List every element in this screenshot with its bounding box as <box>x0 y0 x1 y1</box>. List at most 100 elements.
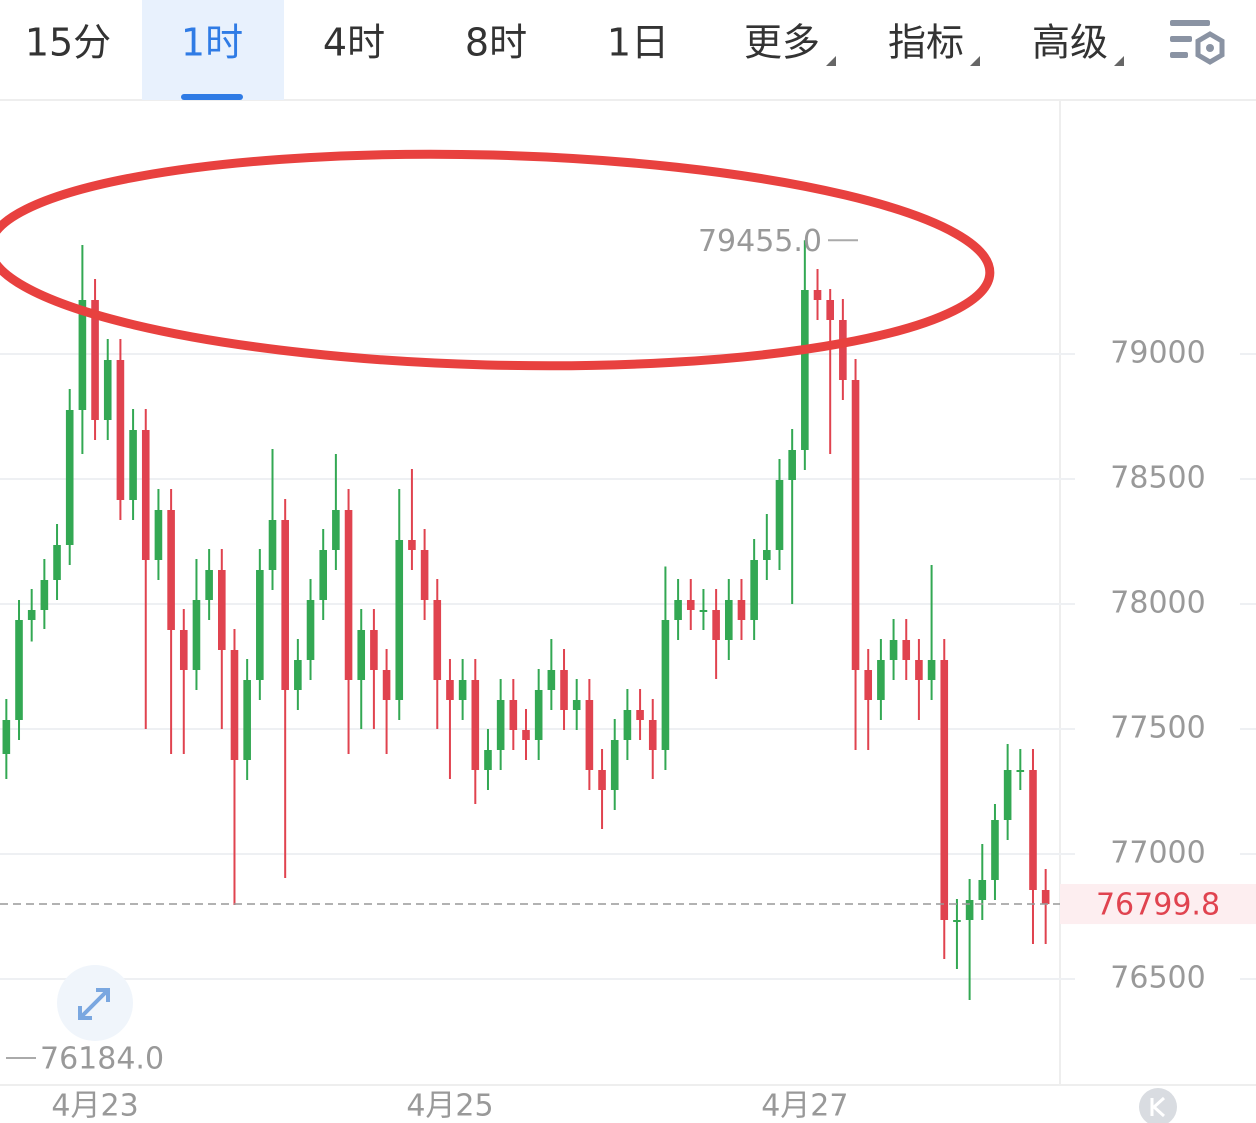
candle-body <box>889 640 898 660</box>
candle-body <box>53 545 61 580</box>
candle-body <box>737 600 746 620</box>
candle-body <box>1016 770 1025 772</box>
last-price-bg <box>1060 884 1256 925</box>
icon-bar <box>1170 36 1192 42</box>
candle-body <box>319 550 328 600</box>
tab[interactable]: 1日 <box>607 21 669 65</box>
candle-body <box>610 740 619 790</box>
candle-body <box>1041 890 1050 905</box>
y-tick-label: 79000 <box>1110 336 1205 371</box>
last-price-label: 76799.8 <box>1096 888 1220 923</box>
tab[interactable]: 1时 <box>181 21 243 65</box>
tab[interactable]: 8时 <box>465 21 527 65</box>
settings-icon[interactable] <box>1170 20 1225 65</box>
candle-body <box>471 680 480 770</box>
annotation-label: 76184.0 <box>40 1042 164 1077</box>
candle-body <box>547 670 556 690</box>
candle-body <box>724 600 733 640</box>
candle-body <box>851 380 860 670</box>
icon-bar <box>1170 52 1188 58</box>
candle-body <box>801 290 809 450</box>
candle-body <box>991 820 999 880</box>
candle-body <box>623 710 632 740</box>
candle-body <box>636 710 644 720</box>
tab[interactable]: 指标 <box>888 21 964 65</box>
candle-body <box>458 680 467 700</box>
candle-body <box>940 660 949 920</box>
candle-body <box>2 720 11 754</box>
candle-body <box>534 690 543 740</box>
candle-body <box>522 730 530 740</box>
candle-body <box>864 670 873 700</box>
candle-body <box>256 570 264 680</box>
x-tick-label: 4月25 <box>406 1089 493 1123</box>
k-button[interactable] <box>1139 1088 1177 1123</box>
k-icon <box>1150 1096 1166 1118</box>
candle-body <box>91 300 99 420</box>
candle-body <box>648 720 657 750</box>
candle-body <box>965 900 974 920</box>
y-tick-label: 77500 <box>1110 711 1205 746</box>
candle-body <box>509 700 518 730</box>
y-tick-label: 76500 <box>1110 961 1205 996</box>
tab[interactable]: 高级 <box>1032 21 1108 65</box>
tab[interactable]: 4时 <box>323 21 385 65</box>
candle-body <box>826 300 834 320</box>
candle-body <box>484 750 492 770</box>
highlight-ellipse <box>0 149 995 371</box>
candle-body <box>179 630 188 670</box>
candle-body <box>395 540 404 700</box>
candle-body <box>560 670 568 710</box>
candle-body <box>1029 770 1037 890</box>
candle-body <box>332 510 340 550</box>
candle-body <box>699 610 708 612</box>
expand-button[interactable] <box>57 965 133 1041</box>
expand-icon <box>78 988 110 1020</box>
candle-body <box>65 410 74 545</box>
plot: 76500 77000 77500 78000 78500 79000 4月23 4月25 4月… <box>0 224 1256 1123</box>
candle-body <box>978 880 987 900</box>
candle-body <box>712 610 720 640</box>
candle-body <box>902 640 911 660</box>
candle-body <box>598 770 606 790</box>
candle-body <box>674 600 682 620</box>
candle-body <box>243 680 251 760</box>
candle-body <box>877 660 885 700</box>
candle-body <box>357 630 366 680</box>
candle-body <box>382 670 391 700</box>
active-tab-indicator <box>181 94 243 100</box>
dropdown-triangle <box>970 56 980 66</box>
icon-dot <box>1206 44 1214 52</box>
y-tick-label: 78500 <box>1110 461 1205 496</box>
candle-body <box>775 480 784 550</box>
candle-body <box>154 510 163 560</box>
x-tick-label: 4月23 <box>51 1089 138 1123</box>
y-tick-label: 78000 <box>1110 586 1205 621</box>
candle-body <box>572 700 581 710</box>
candle-body <box>27 610 36 620</box>
tab[interactable]: 更多 <box>744 21 820 65</box>
candle-body <box>686 600 695 610</box>
candle-body <box>230 650 239 760</box>
button-bg <box>1139 1088 1177 1123</box>
tab[interactable]: 15分 <box>25 21 111 65</box>
candle-body <box>141 430 150 560</box>
candle-body <box>433 600 442 680</box>
candle-body <box>813 290 822 300</box>
candle-body <box>205 570 213 600</box>
x-tick-label: 4月27 <box>761 1089 848 1123</box>
candle-body <box>927 660 936 680</box>
candle-body <box>370 630 378 670</box>
icon-hex <box>1195 31 1225 65</box>
candle-body <box>420 550 429 600</box>
candle-body <box>953 920 961 922</box>
candle-body <box>839 320 847 380</box>
candle-body <box>496 700 505 750</box>
candle-body <box>103 360 112 420</box>
y-tick-label: 77000 <box>1110 836 1205 871</box>
candle-body <box>129 430 137 500</box>
candle-body <box>344 510 353 680</box>
candle-body <box>915 660 923 680</box>
